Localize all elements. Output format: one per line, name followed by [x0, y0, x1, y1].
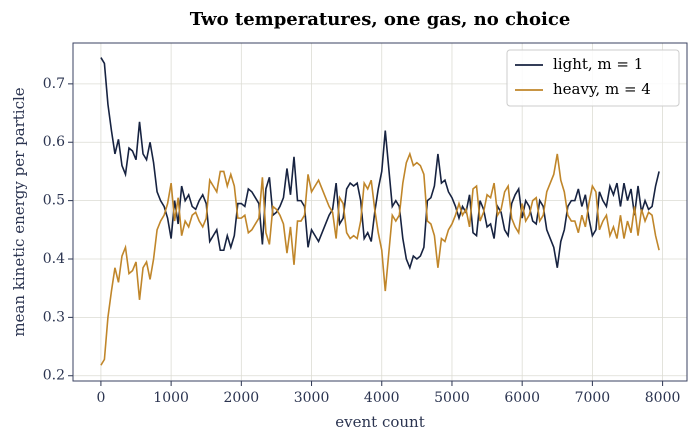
x-tick-label: 0 [96, 390, 105, 406]
y-tick-label: 0.2 [43, 368, 65, 384]
y-axis-label: mean kinetic energy per particle [10, 87, 28, 336]
x-tick-label: 5000 [434, 390, 470, 406]
y-tick-label: 0.5 [43, 193, 65, 209]
y-tick-label: 0.3 [43, 309, 65, 325]
y-tick-label: 0.4 [43, 251, 65, 267]
x-tick-label: 1000 [153, 390, 189, 406]
x-tick-label: 7000 [575, 390, 611, 406]
x-tick-label: 2000 [224, 390, 260, 406]
y-tick-label: 0.7 [43, 76, 65, 92]
legend-label: light, m = 1 [553, 55, 643, 73]
x-tick-label: 8000 [645, 390, 681, 406]
x-tick-label: 4000 [364, 390, 400, 406]
legend-label: heavy, m = 4 [553, 80, 651, 98]
x-tick-label: 6000 [504, 390, 540, 406]
legend-box [506, 49, 680, 107]
line-series [100, 57, 660, 271]
x-axis-label: event count [335, 413, 424, 431]
line-series [100, 151, 660, 366]
plot-frame [72, 42, 688, 382]
x-tick-label: 3000 [294, 390, 330, 406]
chart-title: Two temperatures, one gas, no choice [190, 9, 571, 30]
y-tick-label: 0.6 [43, 134, 65, 150]
